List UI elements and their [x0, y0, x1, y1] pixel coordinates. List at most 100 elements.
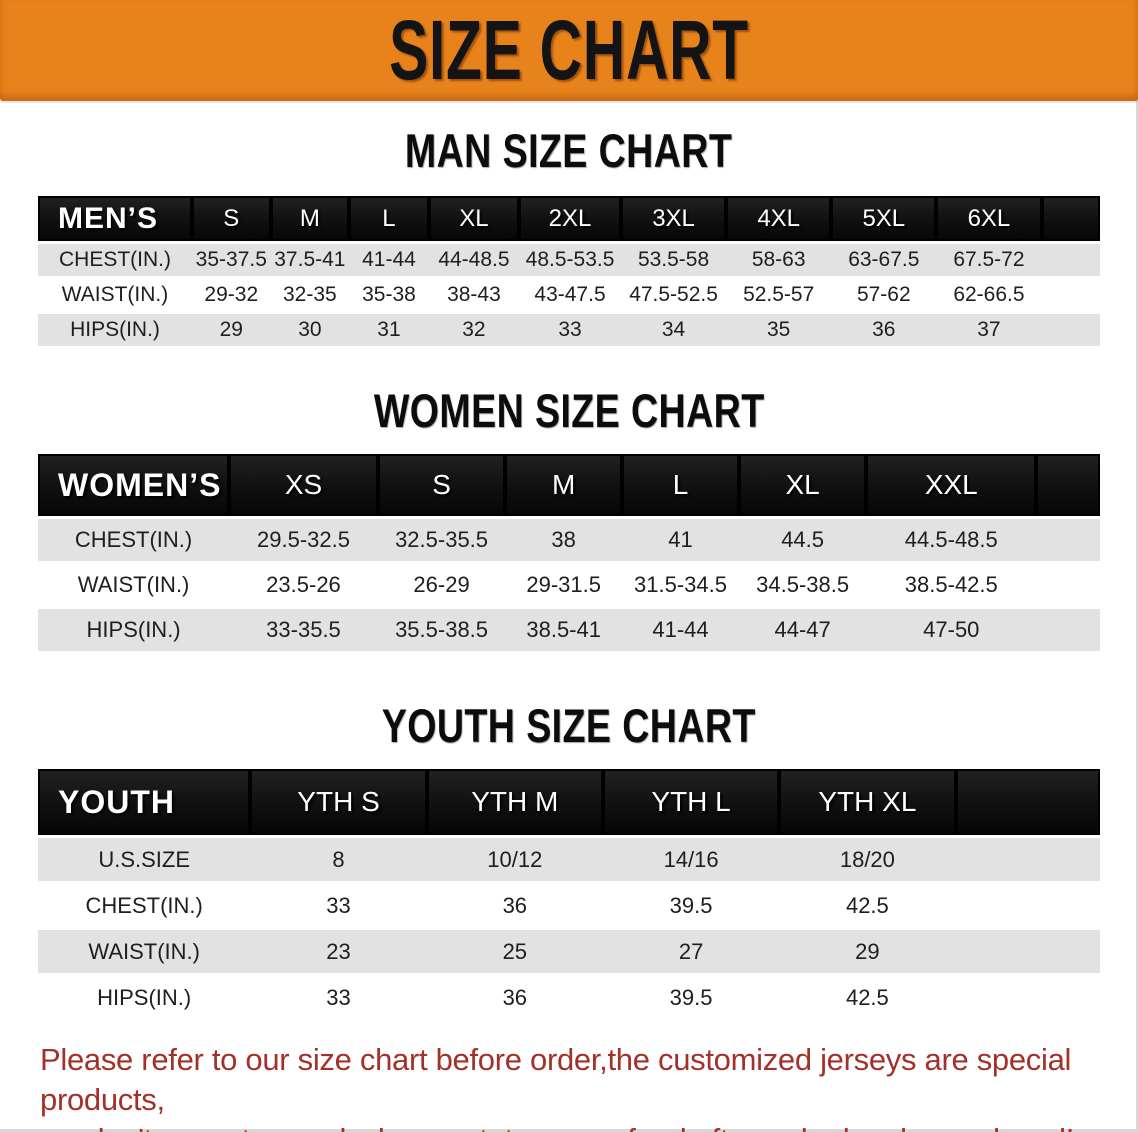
measurement-row: HIPS(IN.) 33 36 39.5 42.5 — [38, 976, 1100, 1019]
size-column-header: L — [349, 196, 429, 241]
row-label: WAIST(IN.) — [38, 564, 230, 606]
size-value: 31.5-34.5 — [622, 564, 739, 606]
women-size-table: WOMEN’S XS S M L XL XXL CHEST(IN.) 29.5-32.5 32.5… — [38, 451, 1100, 654]
size-value: 33 — [250, 976, 427, 1019]
row-label: U.S.SIZE — [38, 838, 251, 881]
size-value: 52.5-57 — [726, 279, 832, 311]
size-value: 43-47.5 — [519, 279, 621, 311]
women-size-section: WOMEN SIZE CHART WOMEN’S XS S M L XL XXL CHEST(I… — [0, 385, 1138, 654]
size-value: 32 — [428, 314, 520, 346]
youth-size-table: YOUTH YTH S YTH M YTH L YTH XL U.S.SIZE 8 10/12… — [38, 766, 1100, 1022]
size-value: 39.5 — [602, 976, 780, 1019]
row-label: WAIST(IN.) — [38, 279, 192, 311]
size-value: 29-32 — [192, 279, 271, 311]
disclaimer: Please refer to our size chart before or… — [40, 1040, 1138, 1132]
row-pad — [1036, 609, 1100, 651]
size-value: 44.5 — [738, 519, 867, 561]
row-pad — [955, 976, 1100, 1019]
row-pad — [1036, 519, 1100, 561]
size-value: 29 — [192, 314, 271, 346]
row-pad — [955, 884, 1100, 927]
size-value: 41 — [622, 519, 739, 561]
size-column-header: 2XL — [519, 196, 621, 241]
men-size-table: MEN’S S M L XL 2XL 3XL 4XL 5XL 6XL CHEST(IN.) 35-37… — [38, 193, 1100, 349]
measurement-row: HIPS(IN.) 29 30 31 32 33 34 35 36 37 — [38, 314, 1100, 346]
header-pad — [955, 769, 1100, 835]
size-column-header: XL — [428, 196, 520, 241]
size-value: 57-62 — [831, 279, 937, 311]
disclaimer-line-1: Please refer to our size chart before or… — [40, 1042, 1072, 1117]
size-value: 34.5-38.5 — [738, 564, 867, 606]
size-value: 37 — [936, 314, 1042, 346]
size-value: 29 — [779, 930, 956, 973]
size-column-header: 6XL — [936, 196, 1042, 241]
youth-chart-title: YOUTH SIZE CHART — [0, 700, 1138, 752]
size-value: 36 — [831, 314, 937, 346]
size-value: 42.5 — [779, 884, 956, 927]
size-value: 33 — [519, 314, 621, 346]
table-corner-label: MEN’S — [38, 196, 192, 241]
row-label: CHEST(IN.) — [38, 884, 251, 927]
row-pad — [1041, 279, 1100, 311]
size-column-header: 4XL — [726, 196, 832, 241]
size-value: 23 — [250, 930, 427, 973]
size-value: 38.5-42.5 — [866, 564, 1037, 606]
measurement-row: WAIST(IN.) 29-32 32-35 35-38 38-43 43-47.5 47.… — [38, 279, 1100, 311]
size-column-header: L — [622, 454, 739, 516]
size-column-header: 3XL — [621, 196, 727, 241]
size-column-header: YTH S — [250, 769, 427, 835]
measurement-row: CHEST(IN.) 29.5-32.5 32.5-35.5 38 41 44.5 44.5… — [38, 519, 1100, 561]
size-value: 31 — [349, 314, 429, 346]
size-value: 67.5-72 — [936, 244, 1042, 276]
size-value: 18/20 — [779, 838, 956, 881]
measurement-row: CHEST(IN.) 35-37.5 37.5-41 41-44 44-48.5 48.5… — [38, 244, 1100, 276]
size-column-header: XS — [229, 454, 378, 516]
size-value: 26-29 — [377, 564, 506, 606]
men-chart-title-text: MAN SIZE CHART — [405, 124, 733, 177]
size-column-header: 5XL — [831, 196, 937, 241]
row-label: WAIST(IN.) — [38, 930, 251, 973]
row-pad — [955, 930, 1100, 973]
disclaimer-line-2: we don't accept cancel, change, teturn o… — [40, 1120, 1138, 1132]
size-value: 23.5-26 — [229, 564, 378, 606]
table-corner-label: YOUTH — [38, 769, 251, 835]
men-size-section: MAN SIZE CHART MEN’S S M L XL 2XL 3XL 4XL 5XL 6XL C… — [0, 125, 1138, 349]
size-value: 29.5-32.5 — [229, 519, 378, 561]
size-value: 34 — [621, 314, 727, 346]
row-label: HIPS(IN.) — [38, 976, 251, 1019]
row-pad — [955, 838, 1100, 881]
size-value: 47-50 — [866, 609, 1037, 651]
size-value: 42.5 — [779, 976, 956, 1019]
size-value: 35.5-38.5 — [377, 609, 506, 651]
size-value: 41-44 — [349, 244, 429, 276]
size-column-header: YTH XL — [779, 769, 956, 835]
women-chart-title: WOMEN SIZE CHART — [0, 385, 1138, 437]
size-value: 8 — [250, 838, 427, 881]
size-value: 38.5-41 — [505, 609, 623, 651]
size-chart-banner: SIZE CHART — [0, 0, 1138, 101]
size-value: 44.5-48.5 — [866, 519, 1037, 561]
women-chart-title-text: WOMEN SIZE CHART — [373, 384, 765, 437]
size-value: 33 — [250, 884, 427, 927]
size-value: 44-48.5 — [428, 244, 520, 276]
measurement-row: CHEST(IN.) 33 36 39.5 42.5 — [38, 884, 1100, 927]
youth-chart-title-text: YOUTH SIZE CHART — [381, 699, 757, 752]
size-value: 41-44 — [622, 609, 739, 651]
measurement-row: U.S.SIZE 8 10/12 14/16 18/20 — [38, 838, 1100, 881]
size-value: 35 — [726, 314, 832, 346]
row-pad — [1041, 314, 1100, 346]
size-value: 10/12 — [426, 838, 603, 881]
size-column-header: S — [377, 454, 506, 516]
size-column-header: YTH L — [602, 769, 780, 835]
size-value: 32-35 — [270, 279, 350, 311]
size-column-header: XL — [738, 454, 867, 516]
size-column-header: S — [192, 196, 271, 241]
size-value: 25 — [426, 930, 603, 973]
men-chart-title: MAN SIZE CHART — [0, 125, 1138, 177]
size-value: 58-63 — [726, 244, 832, 276]
size-value: 53.5-58 — [621, 244, 727, 276]
size-value: 39.5 — [602, 884, 780, 927]
size-column-header: M — [270, 196, 350, 241]
size-value: 35-38 — [349, 279, 429, 311]
